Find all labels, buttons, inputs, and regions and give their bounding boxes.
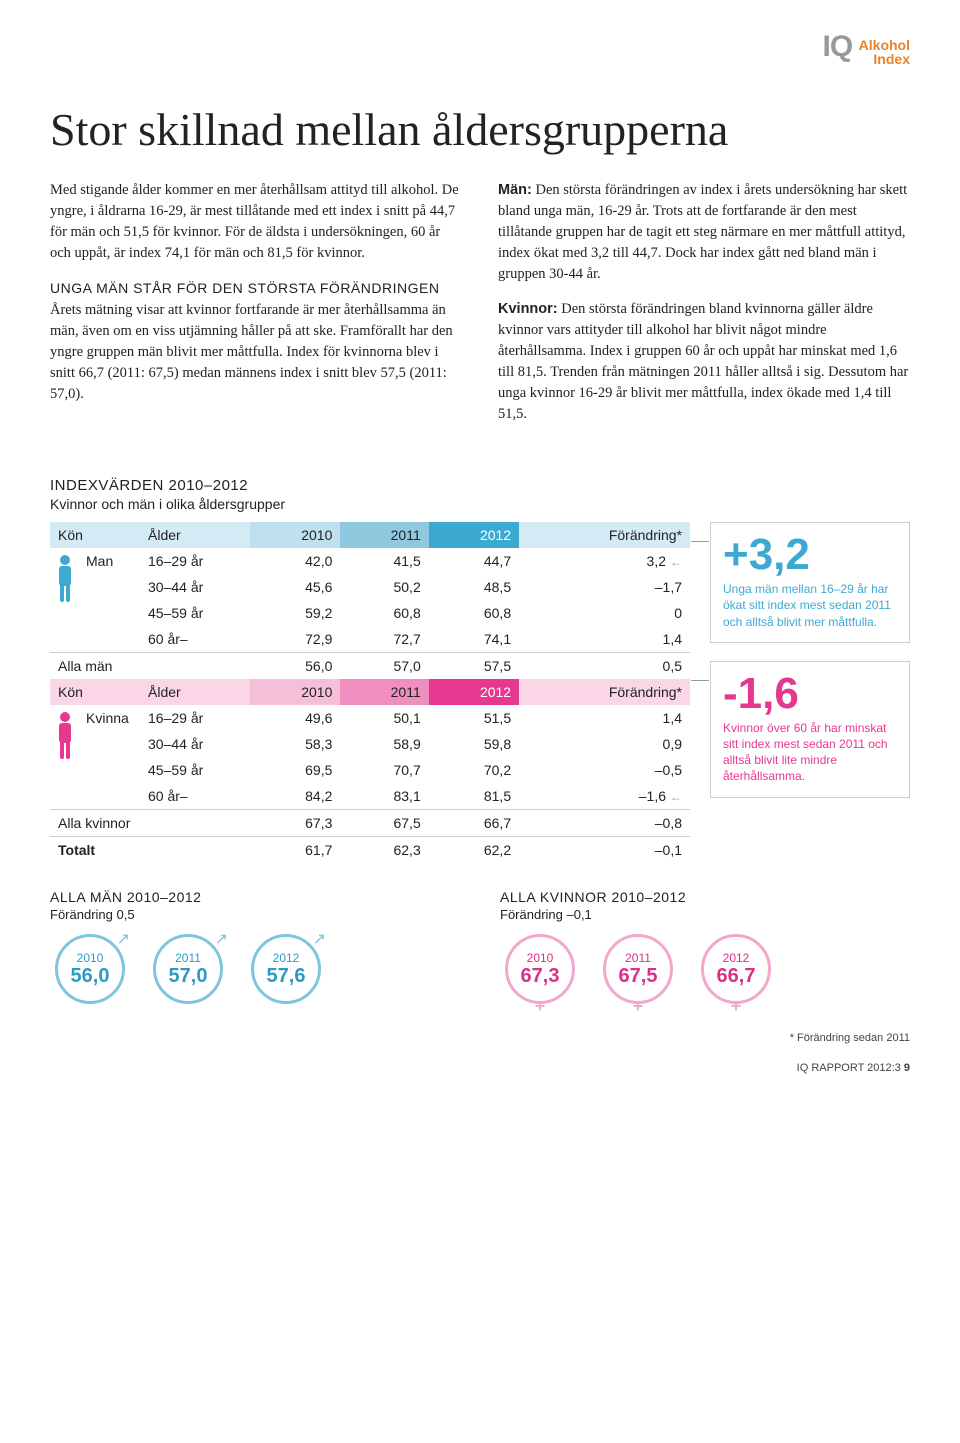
logo: IQ Alkohol Index bbox=[50, 30, 910, 66]
runin-man: Män: bbox=[498, 182, 532, 198]
data-table: Kön Ålder 2010 2011 2012 Förändring* Man… bbox=[50, 522, 690, 863]
sub-heading: UNGA MÄN STÅR FÖR DEN STÖRSTA FÖRÄNDRING… bbox=[50, 278, 462, 298]
table-grand-total: Totalt61,762,362,2–0,1 bbox=[50, 837, 690, 864]
group-male: ALLA MÄN 2010–2012 Förändring 0,5 201056… bbox=[50, 889, 460, 1004]
group-male-title: ALLA MÄN 2010–2012 bbox=[50, 889, 460, 905]
para-kvinnor: Kvinnor: Den största förändringen bland … bbox=[498, 299, 910, 425]
female-symbol-icon: + bbox=[633, 996, 644, 1017]
footnote: * Förändring sedan 2011 bbox=[50, 1032, 910, 1044]
column-right: Män: Den största förändringen av index i… bbox=[498, 180, 910, 439]
callout-number-female: -1,6 bbox=[723, 672, 897, 716]
table-row: 30–44 år45,650,248,5–1,7 bbox=[50, 574, 690, 600]
year-circle: 201257,6↗ bbox=[246, 934, 326, 1004]
page-footer: IQ RAPPORT 2012:3 9 bbox=[50, 1062, 910, 1074]
table-row: 45–59 år59,260,860,80 bbox=[50, 600, 690, 626]
table-row: 45–59 år69,570,770,2–0,5 bbox=[50, 757, 690, 783]
table-total-row: Alla kvinnor67,367,566,7–0,8 bbox=[50, 810, 690, 837]
year-circle: 201266,7+ bbox=[696, 934, 776, 1004]
group-female: ALLA KVINNOR 2010–2012 Förändring –0,1 2… bbox=[500, 889, 910, 1004]
table-header-female: Kön Ålder 2010 2011 2012 Förändring* bbox=[50, 679, 690, 705]
table-header-male: Kön Ålder 2010 2011 2012 Förändring* bbox=[50, 522, 690, 548]
year-circle: 201056,0↗ bbox=[50, 934, 130, 1004]
column-left: Med stigande ålder kommer en mer åter­hå… bbox=[50, 180, 462, 439]
group-male-sub: Förändring 0,5 bbox=[50, 907, 460, 922]
table-subtitle: Kvinnor och män i olika åldersgrupper bbox=[50, 496, 910, 512]
runin-kvinnor: Kvinnor: bbox=[498, 301, 558, 317]
year-circle: 201157,0↗ bbox=[148, 934, 228, 1004]
table-row: Kvinna 16–29 år49,650,151,51,4 bbox=[50, 705, 690, 731]
callout-number-male: +3,2 bbox=[723, 533, 897, 577]
table-total-row: Alla män56,057,057,50,5 bbox=[50, 653, 690, 680]
callout-text-male: Unga män mellan 16–29 år har ökat sitt i… bbox=[723, 581, 897, 630]
logo-text: Alkohol Index bbox=[859, 38, 910, 66]
group-female-title: ALLA KVINNOR 2010–2012 bbox=[500, 889, 910, 905]
female-symbol-icon: + bbox=[535, 996, 546, 1017]
para-unga-man: Årets mätning visar att kvinnor fortfara… bbox=[50, 300, 462, 405]
page-title: Stor skillnad mellan åldersgrupperna bbox=[50, 106, 910, 154]
intro-para: Med stigande ålder kommer en mer åter­hå… bbox=[50, 180, 462, 264]
male-symbol-icon: ↗ bbox=[215, 929, 228, 949]
table-row: 30–44 år58,358,959,80,9 bbox=[50, 731, 690, 757]
callout-male: +3,2 Unga män mellan 16–29 år har ökat s… bbox=[710, 522, 910, 643]
para-man: Män: Den största förändringen av index i… bbox=[498, 180, 910, 285]
year-circle: 201167,5+ bbox=[598, 934, 678, 1004]
callout-female: -1,6 Kvinnor över 60 år har minskat sitt… bbox=[710, 661, 910, 798]
female-symbol-icon: + bbox=[731, 996, 742, 1017]
group-female-sub: Förändring –0,1 bbox=[500, 907, 910, 922]
male-symbol-icon: ↗ bbox=[117, 929, 130, 949]
data-table-wrap: Kön Ålder 2010 2011 2012 Förändring* Man… bbox=[50, 522, 690, 863]
table-title: INDEXVÄRDEN 2010–2012 bbox=[50, 477, 910, 494]
body-columns: Med stigande ålder kommer en mer åter­hå… bbox=[50, 180, 910, 439]
logo-iq: IQ bbox=[823, 30, 853, 63]
table-section: INDEXVÄRDEN 2010–2012 Kvinnor och män i … bbox=[50, 477, 910, 1074]
summary-circles: ALLA MÄN 2010–2012 Förändring 0,5 201056… bbox=[50, 889, 910, 1004]
callouts: +3,2 Unga män mellan 16–29 år har ökat s… bbox=[710, 522, 910, 815]
year-circle: 201067,3+ bbox=[500, 934, 580, 1004]
arrow-icon: ← bbox=[666, 790, 682, 804]
table-row: Man 16–29 år42,041,544,73,2← bbox=[50, 548, 690, 574]
callout-text-female: Kvinnor över 60 år har minskat sitt inde… bbox=[723, 720, 897, 785]
table-row: 60 år–84,283,181,5–1,6← bbox=[50, 783, 690, 810]
table-row: 60 år–72,972,774,11,4 bbox=[50, 626, 690, 653]
male-symbol-icon: ↗ bbox=[313, 929, 326, 949]
arrow-icon: ← bbox=[666, 555, 682, 569]
